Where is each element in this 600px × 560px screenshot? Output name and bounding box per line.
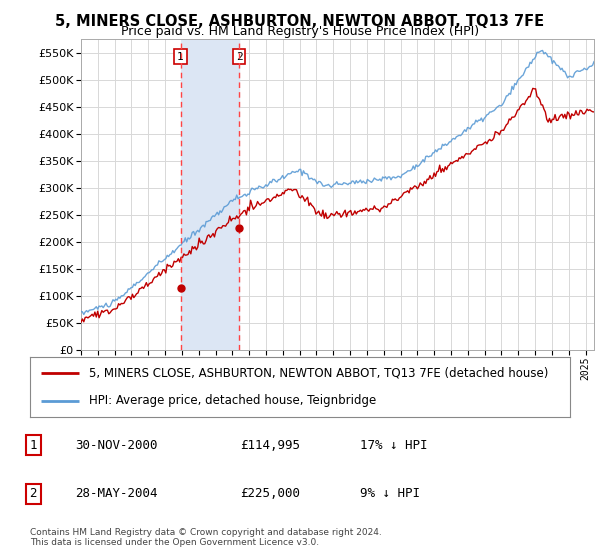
Text: 5, MINERS CLOSE, ASHBURTON, NEWTON ABBOT, TQ13 7FE (detached house): 5, MINERS CLOSE, ASHBURTON, NEWTON ABBOT… <box>89 367 549 380</box>
Text: 28-MAY-2004: 28-MAY-2004 <box>75 487 157 501</box>
Text: HPI: Average price, detached house, Teignbridge: HPI: Average price, detached house, Teig… <box>89 394 377 407</box>
Text: 2: 2 <box>29 487 37 501</box>
Text: 1: 1 <box>29 438 37 452</box>
Text: 17% ↓ HPI: 17% ↓ HPI <box>360 438 427 452</box>
Text: 1: 1 <box>177 52 184 62</box>
Text: £114,995: £114,995 <box>240 438 300 452</box>
Bar <box>181 39 239 350</box>
Text: 30-NOV-2000: 30-NOV-2000 <box>75 438 157 452</box>
Text: Price paid vs. HM Land Registry's House Price Index (HPI): Price paid vs. HM Land Registry's House … <box>121 25 479 38</box>
Text: Contains HM Land Registry data © Crown copyright and database right 2024.
This d: Contains HM Land Registry data © Crown c… <box>30 528 382 547</box>
Text: 5, MINERS CLOSE, ASHBURTON, NEWTON ABBOT, TQ13 7FE: 5, MINERS CLOSE, ASHBURTON, NEWTON ABBOT… <box>55 14 545 29</box>
Text: £225,000: £225,000 <box>240 487 300 501</box>
Text: 2: 2 <box>236 52 242 62</box>
Text: 9% ↓ HPI: 9% ↓ HPI <box>360 487 420 501</box>
